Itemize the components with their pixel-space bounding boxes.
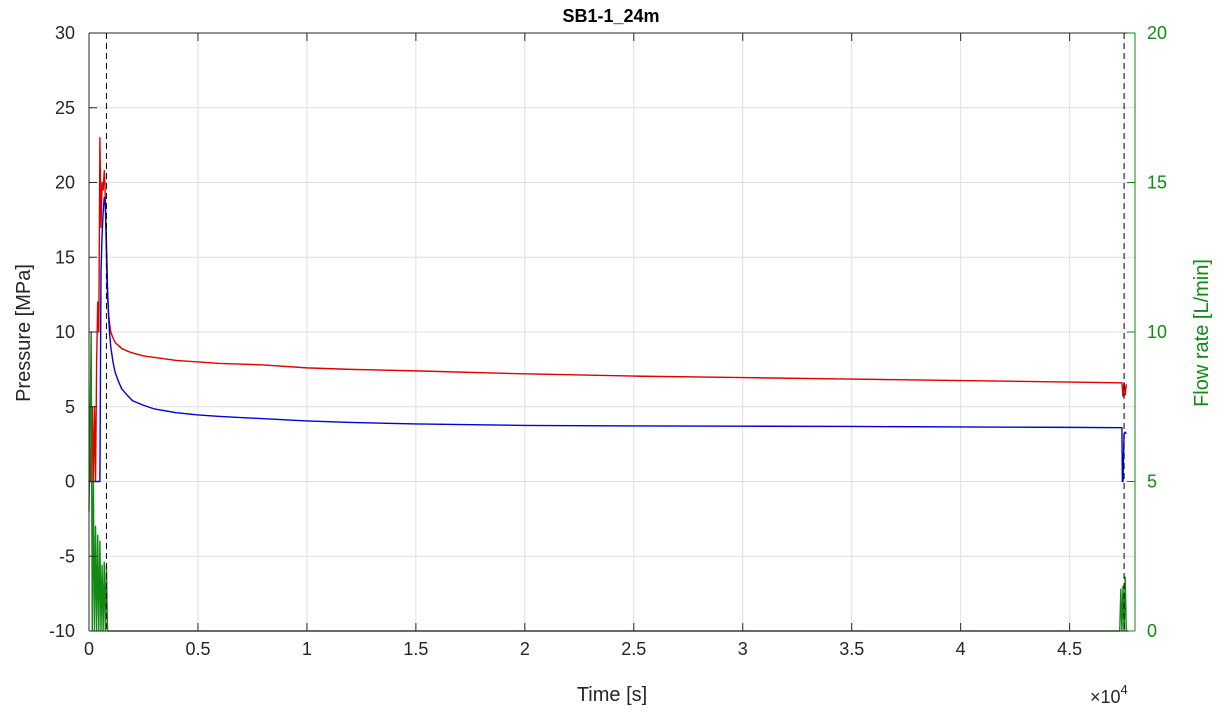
- x-tick-label: 4: [956, 639, 966, 659]
- x-axis-exponent-base: ×10: [1090, 687, 1121, 707]
- series-line-green: [88, 331, 1129, 632]
- y-tick-label-left: 0: [65, 472, 75, 492]
- y-tick-label-left: 10: [55, 322, 75, 342]
- y-tick-label-left: 20: [55, 173, 75, 193]
- x-tick-label: 1.5: [403, 639, 428, 659]
- x-tick-label: 3: [738, 639, 748, 659]
- x-tick-label: 0: [84, 639, 94, 659]
- y-tick-label-right: 10: [1147, 322, 1167, 342]
- grid: [89, 33, 1135, 631]
- tick-labels: 0 0.5 1 1.5 2 2.5 3 3.5 4 4.5 -10 -5 0 5 10 15 20 25 30 0 5 1…: [49, 23, 1167, 659]
- y-tick-label-left: 5: [65, 397, 75, 417]
- x-axis-exponent-power: 4: [1121, 682, 1128, 697]
- y-tick-label-right: 5: [1147, 472, 1157, 492]
- y-tick-label-left: -10: [49, 621, 75, 641]
- x-tick-label: 2: [520, 639, 530, 659]
- y-axis-title-right: Flow rate [L/min]: [1191, 259, 1213, 407]
- x-tick-label: 1: [302, 639, 312, 659]
- x-tick-label: 4.5: [1057, 639, 1082, 659]
- y-tick-label-right: 15: [1147, 173, 1167, 193]
- y-axis-title-left: Pressure [MPa]: [13, 264, 35, 402]
- x-tick-label: 2.5: [621, 639, 646, 659]
- axes: [88, 32, 1136, 632]
- x-axis-title: Time [s]: [577, 684, 647, 706]
- x-tick-label: 3.5: [839, 639, 864, 659]
- y-tick-label-left: 15: [55, 247, 75, 267]
- x-tick-label: 0.5: [185, 639, 210, 659]
- x-axis-exponent: ×104: [1090, 682, 1128, 707]
- chart-title: SB1-1_24m: [562, 6, 659, 26]
- y-tick-label-left: 25: [55, 98, 75, 118]
- y-tick-label-right: 0: [1147, 621, 1157, 641]
- series-line-blue: [89, 196, 1127, 483]
- y-tick-label-right: 20: [1147, 23, 1167, 43]
- y-tick-label-left: 30: [55, 23, 75, 43]
- y-tick-label-left: -5: [59, 546, 75, 566]
